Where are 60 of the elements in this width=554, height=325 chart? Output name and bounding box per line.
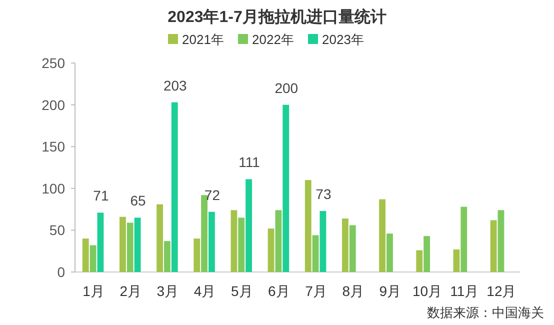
bar — [460, 206, 468, 272]
bar — [164, 241, 170, 272]
bar — [156, 204, 163, 272]
bar — [82, 238, 89, 272]
legend-label: 2022年 — [252, 32, 294, 47]
legend-label: 2021年 — [182, 32, 224, 47]
bar — [498, 210, 504, 272]
bar — [312, 235, 319, 272]
bar — [97, 212, 104, 272]
x-tick-label: 7月 — [305, 283, 327, 299]
x-tick-label: 6月 — [268, 283, 290, 299]
bar — [342, 218, 348, 272]
x-tick-label: 2月 — [120, 283, 142, 299]
bar — [134, 218, 141, 272]
x-tick-label: 11月 — [450, 283, 479, 299]
bar — [246, 179, 252, 272]
bar — [230, 210, 238, 272]
bar — [349, 225, 356, 272]
bar — [120, 216, 126, 272]
bar — [282, 104, 290, 272]
y-tick-label: 0 — [57, 264, 66, 280]
y-tick-label: 200 — [42, 96, 66, 113]
x-tick-label: 9月 — [379, 283, 402, 299]
y-tick-label: 250 — [42, 55, 66, 71]
x-tick-label: 4月 — [194, 283, 216, 299]
bar — [386, 234, 393, 272]
bar — [490, 220, 497, 272]
y-tick-label: 100 — [42, 180, 66, 196]
x-tick-label: 5月 — [230, 283, 253, 299]
data-label: 111 — [238, 154, 260, 170]
bar — [275, 210, 282, 272]
x-tick-label: 10月 — [412, 283, 442, 299]
bar — [416, 250, 423, 272]
bar — [304, 180, 312, 272]
bar — [453, 249, 460, 272]
bar — [208, 212, 215, 272]
data-label: 71 — [93, 188, 109, 204]
x-tick-label: 12月 — [486, 283, 516, 299]
data-label: 72 — [204, 186, 220, 203]
x-tick-label: 8月 — [342, 283, 364, 299]
x-tick-label: 3月 — [156, 283, 179, 299]
data-label: 200 — [274, 80, 298, 96]
bar — [424, 236, 430, 272]
data-label: 203 — [163, 77, 188, 94]
bar — [268, 228, 274, 272]
chart-title: 2023年1-7月拖拉机进口量统计 — [168, 8, 386, 26]
bar — [90, 245, 96, 272]
bar — [171, 102, 178, 272]
bar — [320, 210, 326, 272]
y-tick-label: 150 — [42, 138, 66, 155]
source-note: 数据来源：中国海关 — [427, 305, 544, 320]
data-label: 73 — [316, 186, 332, 202]
bar — [126, 222, 134, 272]
bar — [379, 199, 386, 272]
legend-label: 2023年 — [322, 32, 364, 47]
bar — [194, 238, 200, 272]
data-label: 65 — [130, 192, 146, 209]
x-tick-label: 1月 — [82, 283, 104, 299]
bar — [238, 218, 245, 272]
y-tick-label: 50 — [49, 222, 66, 238]
